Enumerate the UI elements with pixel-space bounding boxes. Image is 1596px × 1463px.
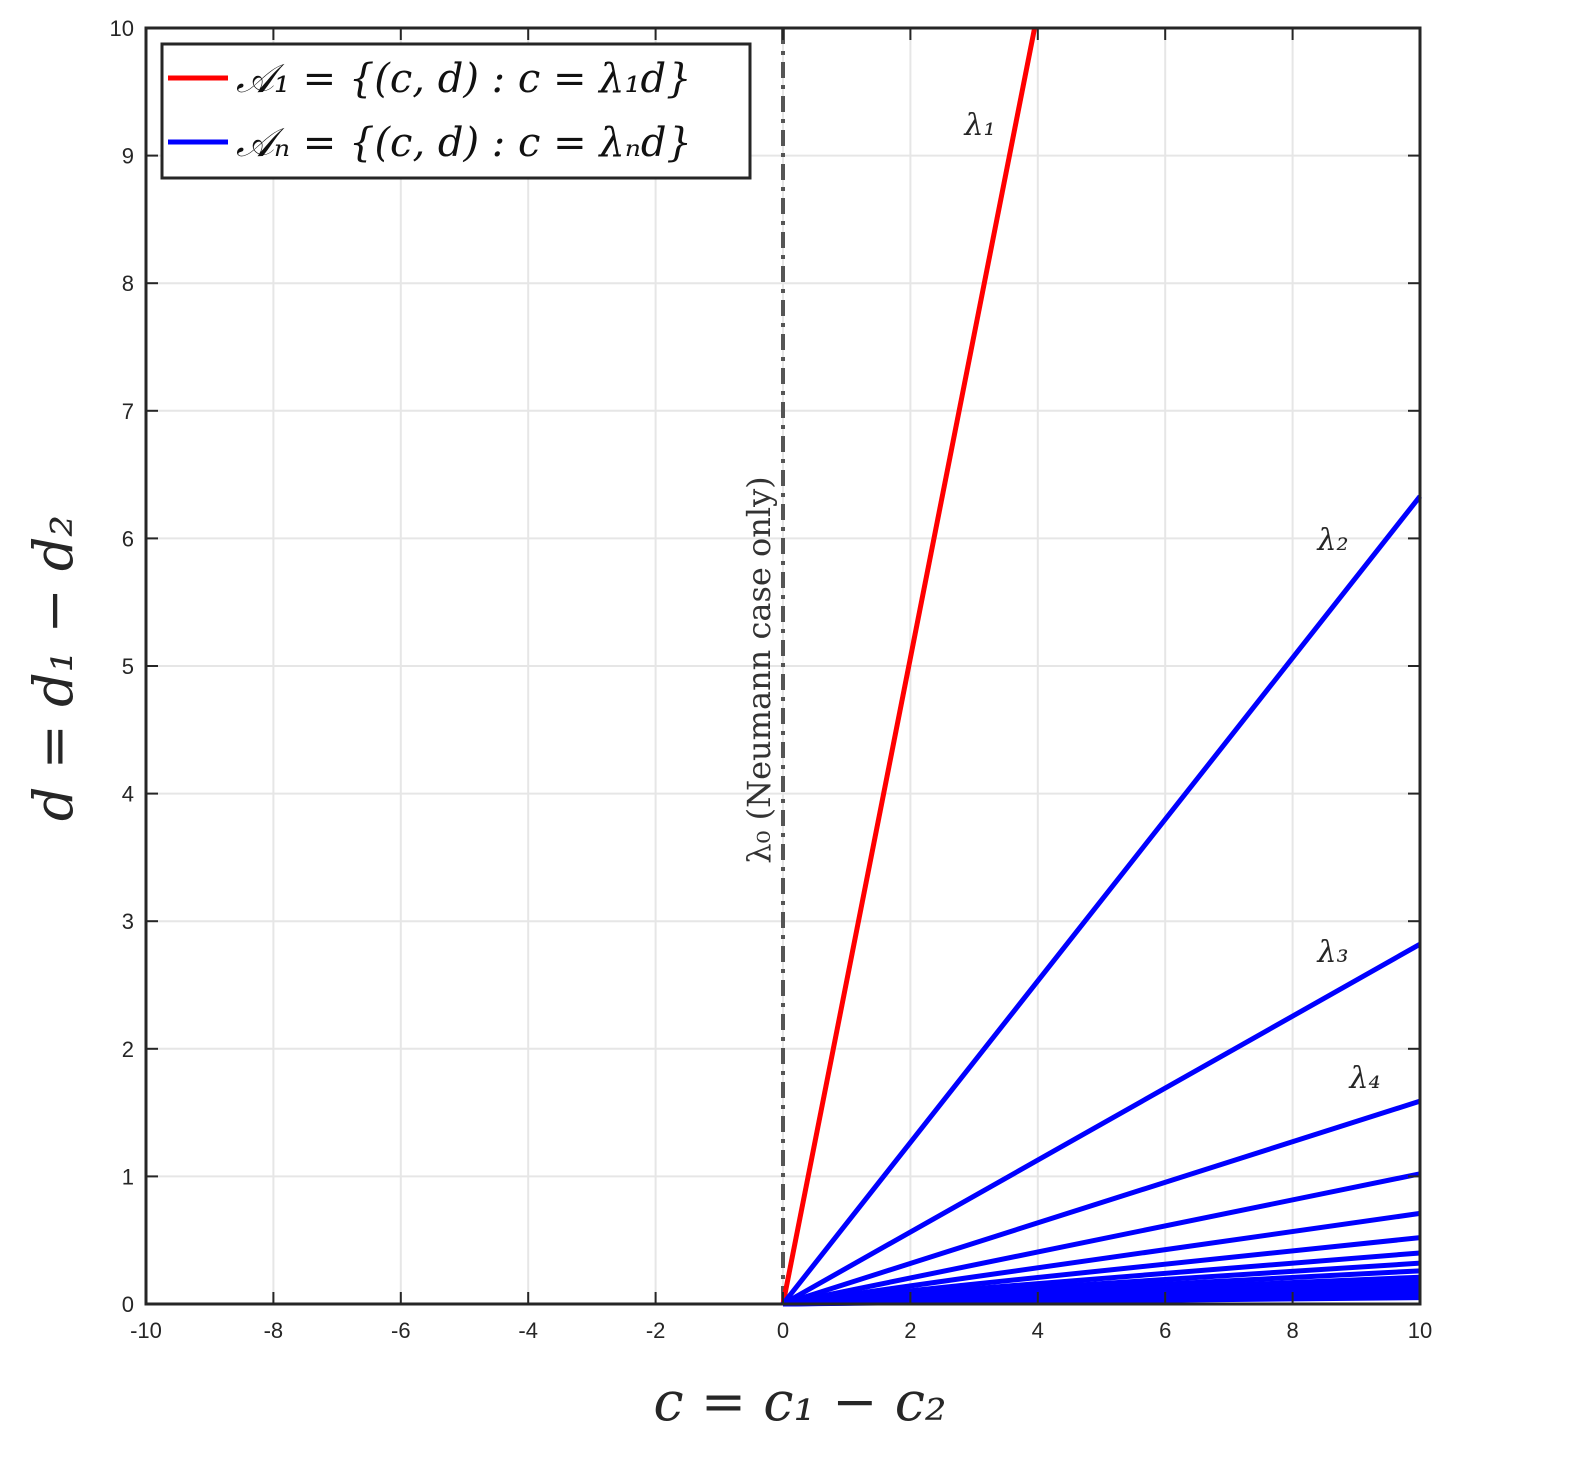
- series-line-2: [781, 494, 1422, 1306]
- y-tick-label: 4: [122, 782, 134, 807]
- lambda4-label: λ₄: [1348, 1061, 1380, 1096]
- neumann-line-label: λ₀ (Neumann case only): [740, 476, 778, 863]
- x-axis-label: c = c₁ − c₂: [653, 1370, 946, 1433]
- legend: 𝒜₁ = {(c, d) : c = λ₁d} 𝒜ₙ = {(c, d) : c…: [160, 42, 752, 180]
- lambda3-label: λ₃: [1316, 935, 1348, 970]
- x-tick-label: 2: [904, 1318, 916, 1343]
- x-tick-label: 4: [1032, 1318, 1044, 1343]
- x-tick-label: -2: [646, 1318, 666, 1343]
- y-tick-label: 0: [122, 1292, 134, 1317]
- y-axis-label: d = d₁ − d₂: [22, 515, 85, 821]
- series-line-4: [782, 1098, 1421, 1307]
- x-tick-label: -10: [130, 1318, 162, 1343]
- x-tick-label: 10: [1408, 1318, 1432, 1343]
- series-line-7: [782, 1235, 1421, 1307]
- y-tick-label: 7: [122, 399, 134, 424]
- y-tick-label: 6: [122, 526, 134, 551]
- series-line-3: [781, 941, 1422, 1307]
- y-tick-label: 5: [122, 654, 134, 679]
- series-lines: [780, 27, 1422, 1307]
- lambda1-label: λ₁: [963, 108, 995, 143]
- y-tick-label: 10: [110, 16, 134, 41]
- y-tick-label: 8: [122, 271, 134, 296]
- series-line-1: [780, 27, 1038, 1305]
- x-tick-label: 0: [777, 1318, 789, 1343]
- legend-box: [160, 42, 752, 180]
- legend-entry-an: 𝒜ₙ = {(c, d) : c = λₙd}: [236, 120, 692, 166]
- series-line-6: [782, 1210, 1421, 1307]
- y-tick-label: 1: [122, 1164, 134, 1189]
- x-tick-label: -8: [264, 1318, 284, 1343]
- y-tick-label: 2: [122, 1037, 134, 1062]
- lambda2-label: λ₂: [1316, 523, 1348, 558]
- y-tick-label: 3: [122, 909, 134, 934]
- x-tick-label: -4: [518, 1318, 538, 1343]
- x-tick-label: 6: [1159, 1318, 1171, 1343]
- x-tick-label: 8: [1286, 1318, 1298, 1343]
- y-tick-label: 9: [122, 144, 134, 169]
- axis-ticks: -10 -8 -6 -4 -2 0 2 4 6 8 10 0 1 2 3 4 5 6 7 8 9 10: [110, 16, 1433, 1343]
- x-tick-label: -6: [391, 1318, 411, 1343]
- series-line-5: [782, 1171, 1421, 1307]
- legend-entry-a1: 𝒜₁ = {(c, d) : c = λ₁d}: [236, 56, 692, 102]
